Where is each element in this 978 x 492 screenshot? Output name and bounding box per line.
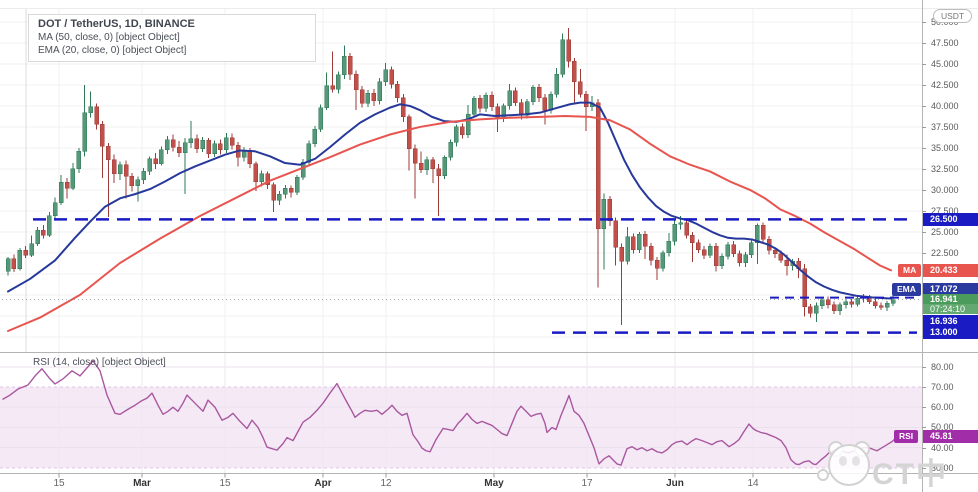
price-tick-label: 27.500 bbox=[931, 205, 959, 216]
price-tick-mark bbox=[922, 252, 926, 254]
watermark: CT中文 bbox=[872, 458, 948, 491]
price-tick-mark bbox=[922, 210, 926, 212]
price-tick-label: 30.000 bbox=[931, 184, 959, 195]
price-tick-label: 22.500 bbox=[931, 247, 959, 258]
price-tick-label: 32.500 bbox=[931, 163, 959, 174]
rsi-tick-label: 70.00 bbox=[931, 382, 954, 392]
ma-legend[interactable]: MA (50, close, 0) [object Object] bbox=[38, 32, 180, 43]
time-tick-label: 12 bbox=[380, 478, 392, 489]
rsi-tick-label: 50.00 bbox=[931, 422, 954, 433]
rsi-tick-label: 60.00 bbox=[931, 402, 954, 413]
rsi-tick-label: 40.00 bbox=[931, 442, 954, 453]
symbol-title[interactable]: DOT / TetherUS, 1D, BINANCE bbox=[38, 18, 195, 30]
price-tick-label: 45.000 bbox=[931, 58, 959, 69]
rsi-legend[interactable]: RSI (14, close) [object Object] bbox=[33, 357, 166, 368]
price-tick-mark bbox=[922, 84, 926, 86]
price-tick-mark bbox=[922, 63, 926, 65]
rsi-tick-mark bbox=[922, 366, 926, 368]
price-tick-label: 37.500 bbox=[931, 121, 959, 132]
rsi-value-badge: 45.81 bbox=[923, 429, 978, 443]
price-tick-label: 42.500 bbox=[931, 79, 959, 90]
bar-countdown: 07:24:10 bbox=[923, 304, 978, 314]
time-tick-label: 14 bbox=[747, 478, 759, 489]
price-tick-mark bbox=[922, 189, 926, 191]
price-tick-label: 40.000 bbox=[931, 100, 959, 111]
ema-value-badge: 17.072 bbox=[923, 283, 978, 296]
price-tick-mark bbox=[922, 168, 926, 170]
time-tick-label: 15 bbox=[219, 478, 231, 489]
time-tick-label: Apr bbox=[314, 478, 332, 489]
price-tick-label: 25.000 bbox=[931, 226, 959, 237]
ma-value-badge: 20.433 bbox=[923, 263, 978, 277]
price-tick-mark bbox=[922, 147, 926, 149]
last-price-badge: 16.941 07:24:10 bbox=[923, 294, 978, 314]
rsi-tick-label: 80.00 bbox=[931, 361, 954, 372]
time-tick-label: 17 bbox=[581, 478, 593, 489]
support-price-badge: 13.000 bbox=[923, 326, 978, 340]
price-tick-mark bbox=[922, 126, 926, 128]
price-tick-label: 47.500 bbox=[931, 37, 959, 48]
time-tick-label: Jun bbox=[666, 478, 684, 489]
rsi-tick-mark bbox=[922, 387, 926, 388]
price-tick-mark bbox=[922, 231, 926, 233]
alert-price-badge: 16.936 bbox=[923, 314, 978, 328]
ma-pill: MA bbox=[898, 263, 922, 277]
rsi-tick-mark bbox=[922, 467, 926, 469]
currency-toggle[interactable]: USDT bbox=[933, 9, 973, 23]
price-tick-mark bbox=[922, 21, 926, 23]
rsi-tick-mark bbox=[922, 407, 926, 409]
legend: DOT / TetherUS, 1D, BINANCE MA (50, clos… bbox=[28, 14, 316, 62]
time-tick-label: May bbox=[484, 478, 504, 489]
rsi-tick-mark bbox=[922, 447, 926, 449]
price-tick-label: 35.000 bbox=[931, 142, 959, 153]
ema-pill: EMA bbox=[892, 283, 921, 296]
time-tick-label: Mar bbox=[133, 478, 151, 489]
rsi-pill: RSI bbox=[894, 429, 919, 443]
ema-legend[interactable]: EMA (20, close, 0) [object Object] bbox=[38, 45, 187, 56]
last-price-value: 16.941 bbox=[923, 294, 978, 304]
price-tick-mark bbox=[922, 105, 926, 107]
resistance-price-badge: 26.500 bbox=[923, 212, 978, 226]
rsi-tick-mark bbox=[922, 427, 926, 429]
rsi-tick-label: 30.00 bbox=[931, 462, 954, 473]
time-tick-label: 15 bbox=[53, 478, 65, 489]
price-tick-mark bbox=[922, 42, 926, 44]
